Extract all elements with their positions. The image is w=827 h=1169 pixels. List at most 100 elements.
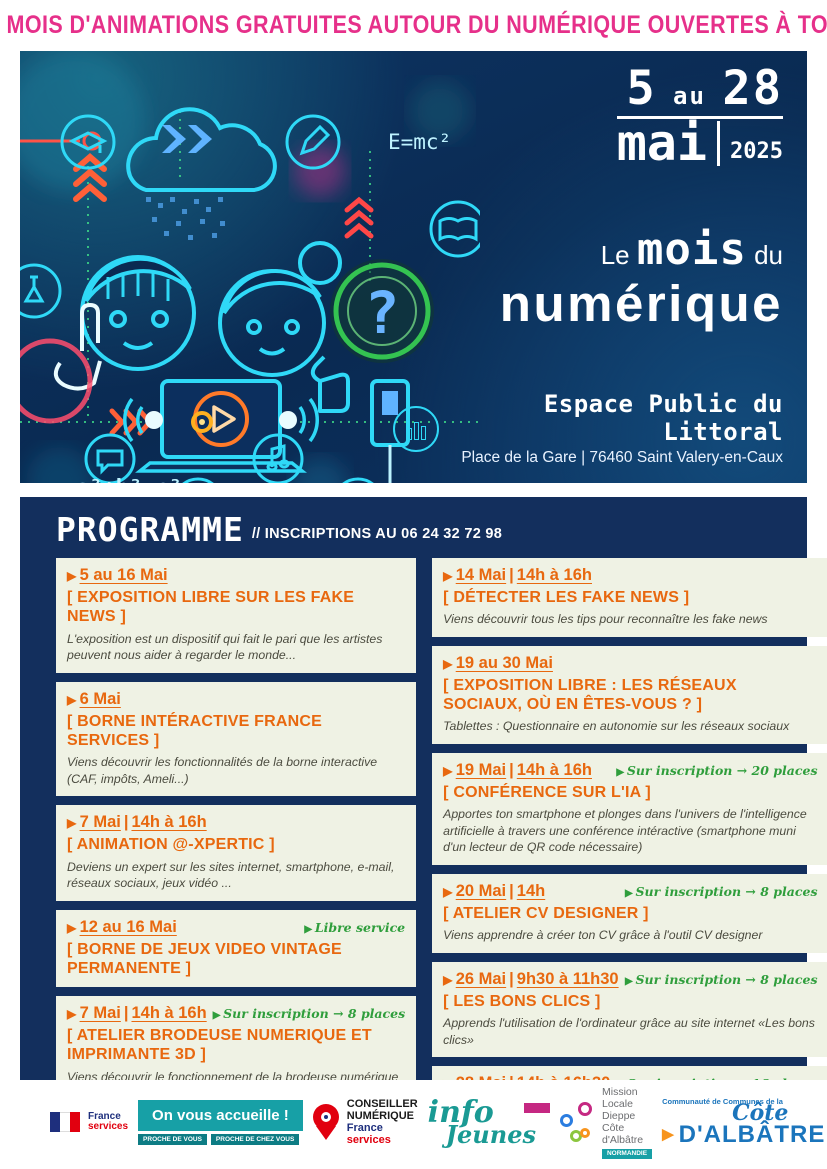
music-note-icon xyxy=(252,433,304,484)
date-time-separator: | xyxy=(509,969,514,988)
event-time: 14h à 16h xyxy=(516,761,592,780)
cn-line2: NUMÉRIQUE xyxy=(346,1110,414,1123)
svg-text:?: ? xyxy=(365,279,400,347)
program-column-0: 5 au 16 Mai [ EXPOSITION LIBRE SUR LES F… xyxy=(56,558,417,1128)
event-time: 14h à 16h xyxy=(131,813,207,832)
ml-line2: Dieppe Côte d'Albâtre xyxy=(601,1109,644,1146)
program-column-1: 14 Mai|14h à 16h [ DÉTECTER LES FAKE NEW… xyxy=(432,558,827,1127)
date-time-separator: | xyxy=(509,881,514,900)
buildings-icon xyxy=(393,405,439,452)
event-date: 6 Mai xyxy=(79,689,121,708)
node-dot-icon xyxy=(191,410,213,433)
programme-phone: // INSCRIPTIONS AU 06 24 32 72 98 xyxy=(251,526,503,543)
cn-line4: services xyxy=(346,1134,391,1147)
cca-line1: Communauté de Communes de la xyxy=(662,1096,783,1106)
book-icon xyxy=(429,200,480,258)
event-dates: 5 au 28 mai 2025 xyxy=(616,65,783,168)
event-description: L'exposition est un dispositif qui fait … xyxy=(67,631,383,663)
neon-ring xyxy=(20,338,93,424)
program-card: 6 Mai [ BORNE INTÉRACTIVE FRANCE SERVICE… xyxy=(56,681,417,797)
event-description: Deviens un expert sur les sites internet… xyxy=(67,859,395,891)
event-description: Viens apprendre à créer ton CV grâce à l… xyxy=(443,928,763,943)
event-date: 12 au 16 Mai xyxy=(79,917,177,936)
logo-mission-locale: Mission Locale Dieppe Côte d'Albâtre NOR… xyxy=(559,1086,653,1160)
event-title: [ EXPOSITION LIBRE SUR LES FAKE NEWS ] xyxy=(67,589,355,626)
program-card: 7 Mai|14h à 16h [ ANIMATION @-XPERTIC ] … xyxy=(56,805,417,901)
hero-section: ? xyxy=(20,50,807,484)
title-numerique: numérique xyxy=(499,274,783,332)
event-time: 14h à 16h xyxy=(131,1004,207,1023)
title-le: Le xyxy=(600,239,637,270)
event-title: [ EXPOSITION LIBRE : LES RÉSEAUX SOCIAUX… xyxy=(443,677,737,714)
date-time-separator: | xyxy=(123,1004,129,1023)
flask-icon xyxy=(20,263,62,319)
event-when: 7 Mai|14h à 16h xyxy=(67,1004,207,1023)
event-description: Tablettes : Questionnaire en autonomie s… xyxy=(443,719,790,734)
french-flag-icon xyxy=(50,1112,80,1133)
event-when: 19 Mai|14h à 16h xyxy=(443,761,592,780)
girl-face xyxy=(218,240,342,377)
event-time: 14h à 16h xyxy=(516,566,592,585)
program-card: 19 Mai|14h à 16h Sur inscription → 20 pl… xyxy=(432,753,827,865)
event-title: [ DÉTECTER LES FAKE NEWS ] xyxy=(443,589,690,607)
event-description: Viens découvrir tous les tips pour recon… xyxy=(443,612,768,627)
event-when: 7 Mai|14h à 16h xyxy=(67,813,207,832)
event-note-text: Sur inscription → 8 places xyxy=(223,1006,406,1022)
event-title: [ ATELIER CV DESIGNER ] xyxy=(443,904,649,922)
event-note-text: Sur inscription → 8 places xyxy=(635,971,818,987)
event-when: 26 Mai|9h30 à 11h30 xyxy=(443,969,619,989)
event-date: 14 Mai xyxy=(455,566,507,585)
formula-emc2: E=mc² xyxy=(388,130,451,154)
event-note-text: Libre service xyxy=(314,919,406,935)
event-description: Apportes ton smartphone et plonges dans … xyxy=(443,807,807,855)
event-title: [ ATELIER BRODEUSE NUMERIQUE ET IMPRIMAN… xyxy=(67,1027,372,1064)
event-note-text: Sur inscription → 20 places xyxy=(626,763,818,779)
top-banner: // UN MOIS D'ANIMATIONS GRATUITES AUTOUR… xyxy=(0,0,827,51)
ml-badge: NORMANDIE xyxy=(601,1148,653,1160)
event-when: 20 Mai|14h xyxy=(443,881,546,901)
event-date: 7 Mai xyxy=(79,813,121,832)
logo-on-vous-accueille: On vous accueille ! PROCHE DE VOUS PROCH… xyxy=(138,1099,303,1145)
date-time-separator: | xyxy=(123,813,129,832)
event-date: 20 Mai xyxy=(455,881,507,900)
event-title: [ BORNE INTÉRACTIVE FRANCE SERVICES ] xyxy=(67,712,322,750)
cloud-icon xyxy=(126,106,277,240)
date-start: 5 xyxy=(626,60,657,116)
title-du: du xyxy=(746,239,783,270)
event-when: 6 Mai xyxy=(67,690,121,709)
event-title: [ LES BONS CLICS ] xyxy=(443,992,601,1010)
fs-line1: France xyxy=(88,1110,121,1122)
program-card: 12 au 16 Mai Libre service [ BORNE DE JE… xyxy=(56,909,417,988)
date-time-separator: | xyxy=(509,761,514,780)
pencil-icon xyxy=(285,114,341,170)
event-note-text: Sur inscription → 8 places xyxy=(635,883,818,899)
event-time: 14h xyxy=(516,881,546,900)
venue: Espace Public du Littoral Place de la Ga… xyxy=(393,390,783,467)
event-description: Apprends l'utilisation de l'ordinateur g… xyxy=(443,1015,815,1047)
title-mois: mois xyxy=(636,223,747,275)
banner-text: // UN MOIS D'ANIMATIONS GRATUITES AUTOUR… xyxy=(0,10,827,39)
question-mark-icon: ? xyxy=(330,258,434,363)
chevrons-up-right-icon xyxy=(344,196,374,239)
program-card: 14 Mai|14h à 16h [ DÉTECTER LES FAKE NEW… xyxy=(432,558,827,638)
accueil-sub1: PROCHE DE VOUS xyxy=(138,1133,207,1145)
event-title: Le mois du numérique xyxy=(393,224,783,331)
program-card: 5 au 16 Mai [ EXPOSITION LIBRE SUR LES F… xyxy=(56,558,417,673)
event-date: 19 au 30 Mai xyxy=(455,654,553,673)
event-note: Sur inscription → 20 places xyxy=(616,763,818,779)
event-description: Viens découvrir les fonctionnalités de l… xyxy=(67,755,378,786)
accueil-label: On vous accueille ! xyxy=(138,1099,303,1131)
event-title: [ ANIMATION @-XPERTIC ] xyxy=(67,836,275,854)
programme-title: PROGRAMME xyxy=(56,510,244,550)
event-time: 9h30 à 11h30 xyxy=(516,969,619,988)
formula-pythagore: a²+b²=c² xyxy=(76,476,182,484)
venue-name: Espace Public du Littoral xyxy=(543,390,783,447)
event-when: 5 au 16 Mai xyxy=(67,566,168,585)
logo-conseiller-numerique: CONSEILLER NUMÉRIQUE France services xyxy=(312,1098,418,1147)
ij-line1: info xyxy=(427,1094,494,1130)
event-date: 19 Mai xyxy=(455,761,507,780)
cap-icon xyxy=(60,114,116,170)
date-year: 2025 xyxy=(730,139,783,165)
magnifier-icon xyxy=(341,477,375,484)
